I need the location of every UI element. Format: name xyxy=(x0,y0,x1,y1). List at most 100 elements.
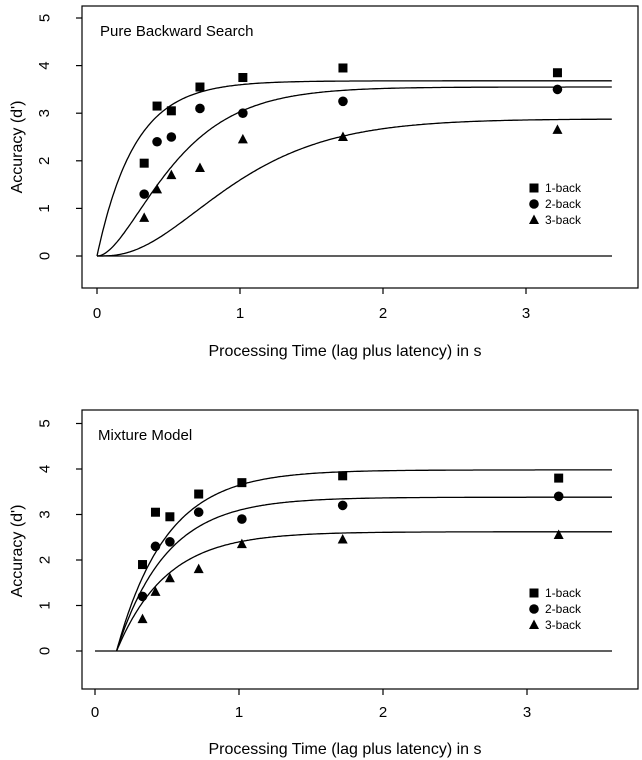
data-point-1-back xyxy=(166,106,176,116)
x-tick-label: 2 xyxy=(379,704,387,721)
x-tick-label: 3 xyxy=(522,305,530,322)
legend-label: 3-back xyxy=(545,213,582,227)
data-point-1-back xyxy=(138,560,148,570)
y-axis-ticks: 0 1 2 3 4 5 xyxy=(36,14,82,260)
y-tick-label: 3 xyxy=(36,510,53,518)
legend-marker-3-back xyxy=(529,214,539,224)
x-axis-label: Processing Time (lag plus latency) in s xyxy=(209,343,482,360)
y-tick-label: 5 xyxy=(36,419,53,427)
y-tick-label: 1 xyxy=(36,204,53,212)
data-point-2-back xyxy=(165,537,175,547)
y-axis-ticks: 0 1 2 3 4 5 xyxy=(36,419,82,655)
data-point-1-back xyxy=(194,489,204,499)
data-point-2-back xyxy=(193,507,204,518)
data-point-2-back xyxy=(152,136,162,147)
fit-curve-3-back xyxy=(97,118,612,257)
data-point-1-back xyxy=(552,68,562,78)
legend-marker-1-back xyxy=(529,588,539,598)
panel-title: Mixture Model xyxy=(98,427,192,444)
data-point-3-back xyxy=(337,534,348,544)
data-point-3-back xyxy=(150,586,161,596)
data-points xyxy=(139,63,563,222)
data-points xyxy=(137,471,564,624)
data-point-3-back xyxy=(193,563,204,574)
y-axis-label: Accuracy (d') xyxy=(9,505,26,598)
data-point-2-back xyxy=(238,108,248,118)
y-tick-label: 2 xyxy=(36,157,53,165)
data-point-2-back xyxy=(150,541,161,552)
x-tick-label: 1 xyxy=(235,704,243,721)
legend-label: 3-back xyxy=(545,618,582,632)
data-point-2-back xyxy=(337,500,348,511)
fit-curve-1-back xyxy=(115,469,612,652)
data-point-3-back xyxy=(553,529,564,539)
y-tick-label: 2 xyxy=(36,556,53,564)
data-point-2-back xyxy=(139,189,149,199)
data-point-3-back xyxy=(166,169,177,180)
y-tick-label: 5 xyxy=(36,14,53,22)
plot-frame xyxy=(81,5,639,289)
data-point-1-back xyxy=(238,73,248,82)
panel-pure-backward-search: Pure Backward Search 0 1 2 3 4 5 0 1 2 3 1-back 2… xyxy=(9,5,639,360)
x-tick-label: 3 xyxy=(523,704,531,721)
data-point-1-back xyxy=(152,101,162,111)
data-point-1-back xyxy=(338,63,348,73)
fit-curves xyxy=(96,80,612,257)
plot-frame xyxy=(81,409,639,690)
data-point-2-back xyxy=(137,591,148,602)
panel-title: Pure Backward Search xyxy=(100,23,253,40)
legend-label: 1-back xyxy=(545,181,582,195)
data-point-3-back xyxy=(194,162,205,172)
x-axis-label: Processing Time (lag plus latency) in s xyxy=(209,741,482,758)
x-tick-label: 0 xyxy=(93,305,101,322)
legend: 1-back 2-back 3-back xyxy=(529,586,582,632)
y-tick-label: 3 xyxy=(36,109,53,117)
fit-curve-3-back xyxy=(115,531,612,652)
data-point-2-back xyxy=(166,132,177,142)
x-tick-label: 2 xyxy=(379,305,387,322)
data-point-1-back xyxy=(139,158,149,168)
fit-curve-2-back xyxy=(115,496,612,652)
data-point-3-back xyxy=(552,124,563,134)
fit-curves xyxy=(95,469,612,652)
y-tick-label: 4 xyxy=(36,465,53,473)
data-point-3-back xyxy=(337,131,348,141)
legend-marker-2-back xyxy=(529,199,539,209)
fit-curve-1-back xyxy=(96,80,612,257)
legend: 1-back 2-back 3-back xyxy=(529,181,582,227)
data-point-3-back xyxy=(236,538,247,549)
data-point-1-back xyxy=(195,82,205,92)
data-point-1-back xyxy=(150,507,160,517)
data-point-3-back xyxy=(164,572,175,583)
legend-marker-2-back xyxy=(529,604,539,614)
data-point-1-back xyxy=(338,471,348,481)
data-point-1-back xyxy=(554,473,564,483)
legend-label: 2-back xyxy=(545,602,582,616)
legend-marker-1-back xyxy=(529,183,539,193)
data-point-2-back xyxy=(552,84,563,95)
x-axis-ticks: 0 1 2 3 xyxy=(93,288,530,322)
data-point-3-back xyxy=(237,133,248,144)
data-point-2-back xyxy=(553,491,564,502)
legend-label: 1-back xyxy=(545,586,582,600)
data-point-1-back xyxy=(165,512,175,522)
data-point-2-back xyxy=(338,96,348,107)
data-point-2-back xyxy=(195,103,205,114)
x-tick-label: 0 xyxy=(91,704,99,721)
legend-label: 2-back xyxy=(545,197,582,211)
data-point-3-back xyxy=(137,613,148,624)
y-tick-label: 1 xyxy=(36,601,53,609)
fit-curve-2-back xyxy=(96,86,612,257)
y-tick-label: 0 xyxy=(36,252,53,260)
data-point-1-back xyxy=(237,478,247,488)
x-axis-ticks: 0 1 2 3 xyxy=(91,689,531,721)
panel-mixture-model: Mixture Model 0 1 2 3 4 5 0 1 2 3 1-back 2-back 3-… xyxy=(9,409,639,758)
y-axis-label: Accuracy (d') xyxy=(9,101,26,194)
x-tick-label: 1 xyxy=(236,305,244,322)
data-point-2-back xyxy=(237,514,247,524)
y-tick-label: 4 xyxy=(36,61,53,69)
data-point-3-back xyxy=(139,212,150,222)
legend-marker-3-back xyxy=(529,619,539,629)
data-point-3-back xyxy=(152,183,163,194)
